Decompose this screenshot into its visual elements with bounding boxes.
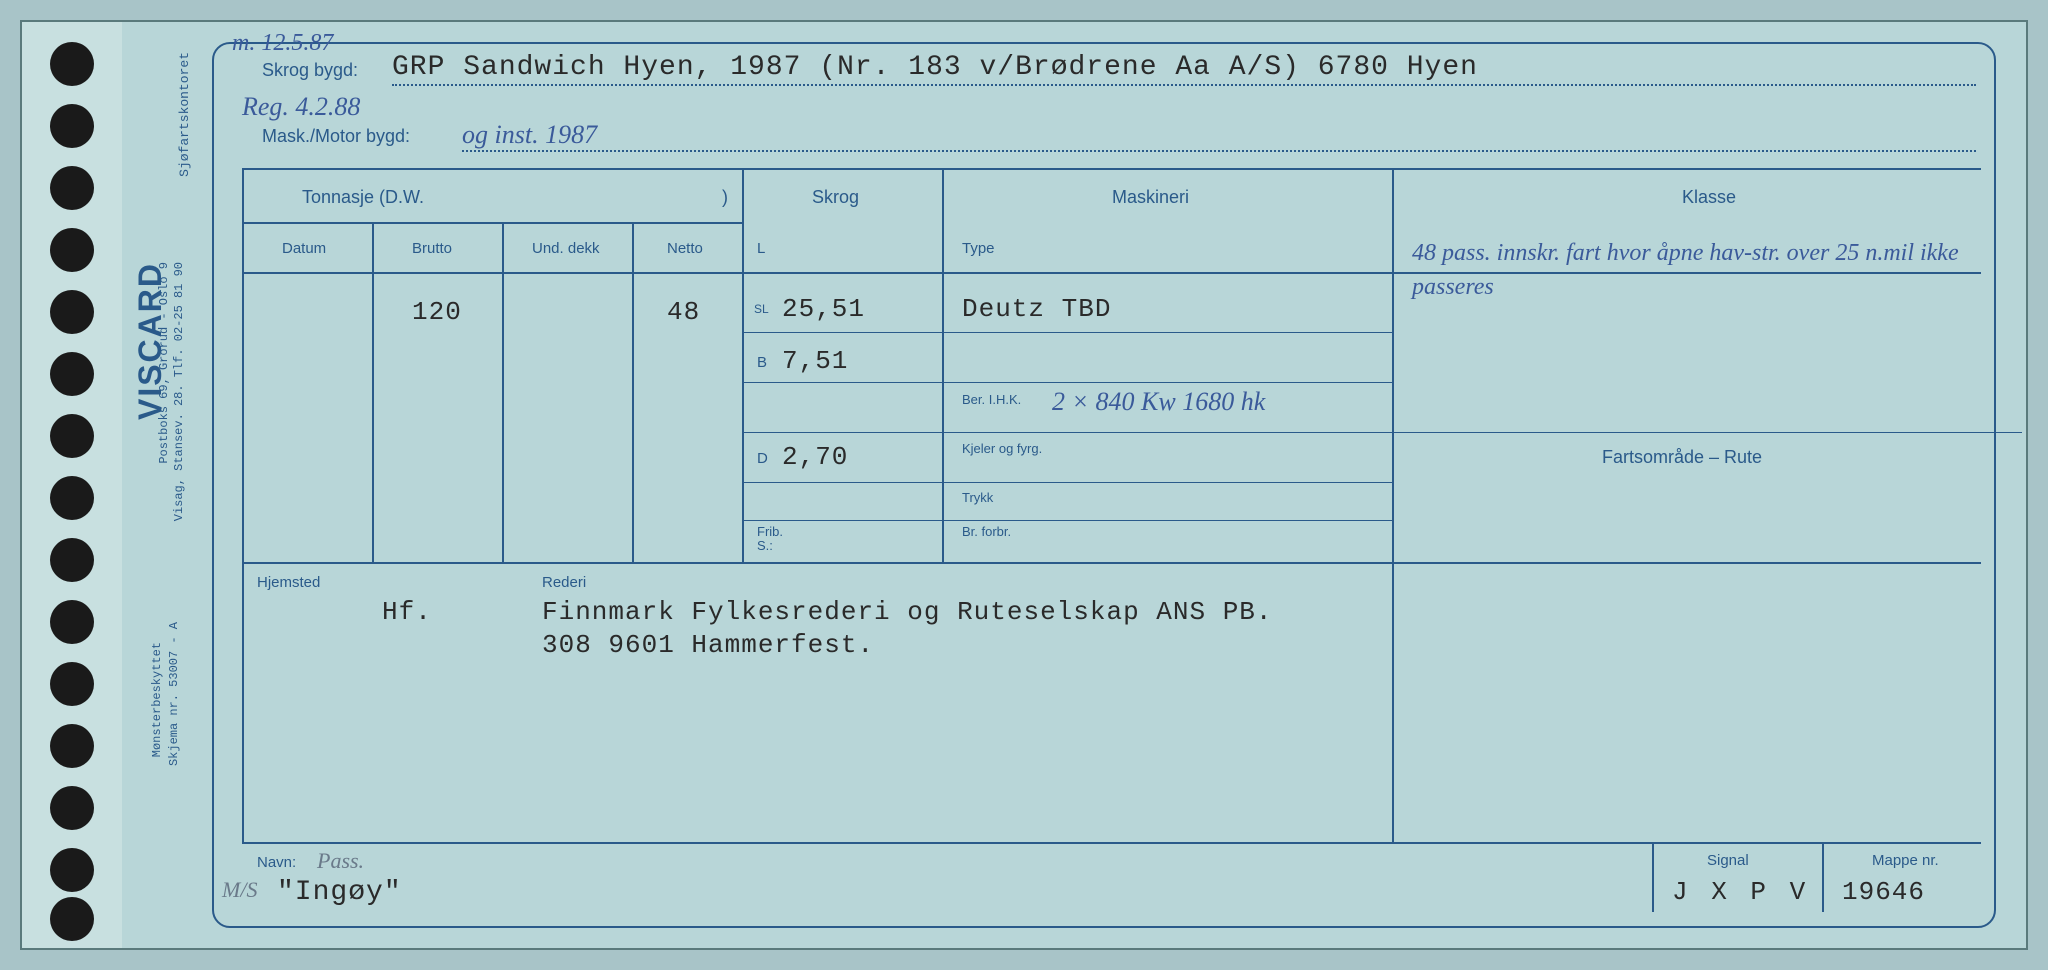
hand-navn: Pass.	[317, 848, 364, 874]
hand-mask-inst: og inst. 1987	[462, 120, 597, 150]
side-addr1: Visag, Stansev. 28. Tlf. 02-25 81 90	[172, 262, 186, 521]
punch-hole	[50, 538, 94, 582]
punch-hole	[50, 414, 94, 458]
dotted-line	[462, 150, 1976, 152]
grid-line	[742, 520, 1392, 521]
label-skrog: Skrog	[812, 187, 859, 208]
punch-hole	[50, 352, 94, 396]
grid-line	[742, 382, 1392, 383]
label-navn: Navn:	[257, 854, 296, 871]
label-SL: SL	[754, 302, 769, 316]
label-unddekk: Und. dekk	[532, 240, 600, 257]
scanned-card: Sjøfartskontoret VISCARD Visag, Stansev.…	[20, 20, 2028, 950]
grid-line	[632, 222, 634, 562]
punch-hole	[50, 786, 94, 830]
grid-line	[1822, 842, 1824, 912]
punch-hole	[50, 290, 94, 334]
value-type: Deutz TBD	[962, 294, 1111, 324]
label-D: D	[757, 450, 768, 467]
label-signal: Signal	[1707, 852, 1749, 869]
label-type: Type	[962, 240, 995, 257]
punch-hole	[50, 42, 94, 86]
punch-hole	[50, 848, 94, 892]
side-protect: Mønsterbeskyttet	[150, 642, 164, 757]
label-skrog-bygd: Skrog bygd:	[262, 60, 358, 81]
label-maskineri: Maskineri	[1112, 187, 1189, 208]
label-L: L	[757, 240, 765, 257]
punch-hole	[50, 600, 94, 644]
label-mappe: Mappe nr.	[1872, 852, 1939, 869]
punch-hole	[50, 724, 94, 768]
grid-line	[242, 168, 244, 842]
label-datum: Datum	[282, 240, 326, 257]
card-body: m. 12.5.87 Skrog bygd: GRP Sandwich Hyen…	[202, 22, 2026, 948]
label-trykk: Trykk	[962, 490, 993, 505]
label-frib: Frib.S.:	[757, 525, 783, 554]
label-brutto: Brutto	[412, 240, 452, 257]
punch-hole	[50, 897, 94, 941]
label-mask-bygd: Mask./Motor bygd:	[262, 126, 410, 147]
grid-line	[502, 222, 504, 562]
value-rederi-2: 308 9601 Hammerfest.	[542, 630, 874, 660]
grid-line	[372, 222, 374, 562]
label-tonnasje: Tonnasje (D.W.	[302, 187, 424, 208]
value-B: 7,51	[782, 346, 848, 376]
value-navn: "Ingøy"	[277, 877, 402, 908]
label-tonnasje-close: )	[722, 187, 728, 208]
punch-hole	[50, 104, 94, 148]
card-border	[212, 42, 1996, 928]
side-office: Sjøfartskontoret	[177, 52, 192, 177]
hand-date-top: m. 12.5.87	[232, 30, 333, 57]
label-klasse: Klasse	[1682, 187, 1736, 208]
label-ber-ihk: Ber. I.H.K.	[962, 392, 1021, 407]
side-label-strip: Sjøfartskontoret VISCARD Visag, Stansev.…	[122, 22, 202, 948]
grid-line	[742, 482, 1392, 483]
value-D: 2,70	[782, 442, 848, 472]
value-L: 25,51	[782, 294, 865, 324]
hand-ihk: 2 × 840 Kw 1680 hk	[1052, 387, 1265, 417]
hand-klasse: 48 pass. innskr. fart hvor åpne hav-str.…	[1412, 237, 1976, 304]
value-skrog-bygd: GRP Sandwich Hyen, 1987 (Nr. 183 v/Brødr…	[392, 52, 1478, 83]
label-netto: Netto	[667, 240, 703, 257]
side-addr2: Postboks 69, Grorud - Oslo 9	[157, 262, 171, 464]
punch-hole	[50, 228, 94, 272]
grid-line	[1652, 842, 1654, 912]
grid-line	[742, 332, 1392, 333]
value-netto: 48	[667, 297, 700, 327]
punch-hole	[50, 166, 94, 210]
navn-prefix: M/S	[222, 877, 257, 903]
punch-hole	[50, 662, 94, 706]
label-kjeler: Kjeler og fyrg.	[962, 442, 1042, 456]
label-hjemsted: Hjemsted	[257, 574, 320, 591]
hand-reg: Reg. 4.2.88	[242, 92, 360, 122]
label-br-forbr: Br. forbr.	[962, 525, 1011, 539]
grid-line	[242, 222, 742, 224]
label-fartsomrade: Fartsområde – Rute	[1602, 447, 1762, 468]
side-form-no: Skjema nr. 53007 - A	[167, 622, 181, 766]
grid-line	[1392, 168, 1394, 842]
grid-line	[942, 168, 944, 562]
grid-line	[242, 168, 1981, 170]
punch-strip	[22, 22, 122, 948]
dotted-line	[392, 84, 1976, 86]
value-hjemsted: Hf.	[382, 597, 432, 627]
grid-line	[742, 168, 744, 562]
grid-line	[242, 562, 1981, 564]
label-rederi: Rederi	[542, 574, 586, 591]
grid-line	[242, 842, 1981, 844]
value-brutto: 120	[412, 297, 462, 327]
value-rederi-1: Finnmark Fylkesrederi og Ruteselskap ANS…	[542, 597, 1273, 627]
grid-line	[742, 432, 2022, 433]
value-signal: J X P V	[1672, 877, 1809, 907]
value-mappe: 19646	[1842, 877, 1925, 907]
label-B: B	[757, 354, 767, 371]
punch-hole	[50, 476, 94, 520]
